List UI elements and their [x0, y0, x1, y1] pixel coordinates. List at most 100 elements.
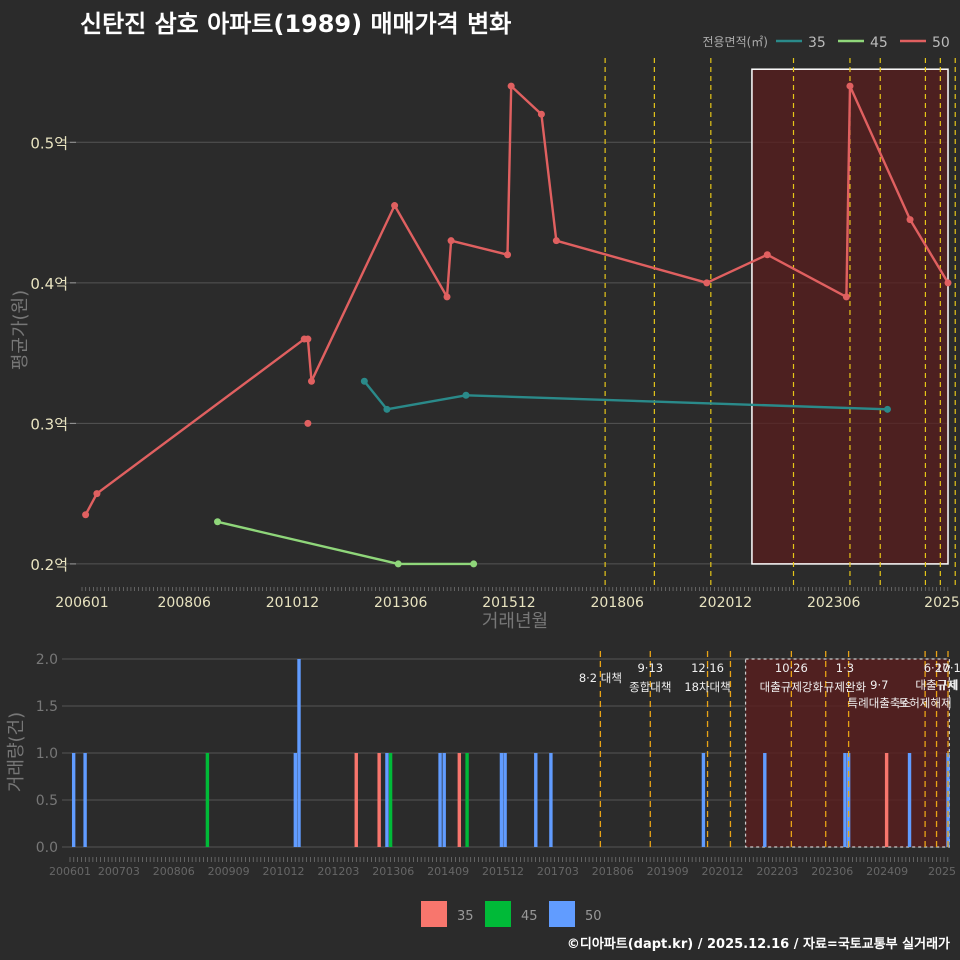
price-point-45: [470, 560, 478, 568]
price-series: [82, 82, 952, 568]
volume-x-tick-label: 200806: [153, 865, 195, 878]
price-y-tick-label: 0.2억: [30, 556, 68, 574]
price-point-50: [391, 202, 399, 210]
volume-policy-label: 12·16: [691, 661, 724, 675]
volume-bar-45: [205, 753, 210, 847]
price-point-50: [307, 377, 315, 385]
volume-bar-50: [534, 753, 538, 847]
legend-label-35: 35: [808, 35, 826, 51]
price-x-axis: 200601 200806 201012 201306 201512 201806 2020…: [55, 587, 960, 611]
volume-bars: [71, 659, 950, 847]
volume-y-tick-label: 1.0: [36, 746, 58, 762]
volume-bar-50: [701, 753, 706, 847]
price-policy-lines: [604, 58, 956, 585]
legend-label-45: 45: [870, 35, 888, 51]
price-y-tick-label: 0.5억: [30, 134, 68, 152]
volume-y-axis: 0.0 0.5 1.0 1.5 2.0: [36, 652, 58, 856]
volume-bar-50: [438, 753, 442, 847]
price-point-35: [360, 377, 368, 385]
volume-policy-label: 종합대책: [629, 680, 671, 694]
price-x-tick-label: 202306: [807, 595, 861, 611]
volume-bar-35: [377, 753, 381, 847]
volume-policy-label: 대출규제: [915, 678, 957, 692]
volume-x-tick-label: 201306: [372, 865, 414, 878]
price-x-tick-label: 201012: [266, 595, 319, 611]
volume-bar-50: [385, 753, 389, 847]
price-point-50: [763, 251, 771, 259]
volume-policy-label: 10·26: [775, 661, 808, 675]
volume-policy-label: 8·2 대책: [579, 671, 622, 685]
price-legend: 전용면적(㎡) 35 45 50: [702, 35, 949, 51]
volume-x-tick-label: 202203: [756, 865, 798, 878]
volume-policy-label: 대출규제강화: [760, 680, 824, 694]
volume-x-tick-label: 201806: [592, 865, 634, 878]
volume-policy-label: 9·7: [870, 678, 888, 692]
volume-bar-50: [763, 753, 767, 847]
volume-x-tick-label: 200601: [49, 865, 91, 878]
volume-policy-label: 9·13: [637, 661, 663, 675]
volume-policy-label: 규제완화: [824, 680, 867, 694]
volume-bar-35: [354, 753, 358, 847]
legend-label-50: 50: [932, 35, 950, 51]
volume-bar-50: [297, 659, 301, 847]
volume-policy-label: 18차대책: [684, 680, 730, 694]
volume-bar-50: [549, 753, 553, 847]
volume-bar-50: [907, 753, 912, 847]
volume-legend-label-45: 45: [521, 909, 538, 924]
volume-bar-45: [465, 753, 469, 847]
price-y-tick-label: 0.4억: [30, 275, 68, 293]
price-point-35: [383, 405, 391, 413]
price-point-50: [906, 216, 914, 224]
price-point-50: [304, 335, 312, 343]
price-point-50: [537, 110, 545, 118]
price-y-axis: 0.2억 0.3억 0.4억 0.5억: [30, 134, 76, 574]
volume-policy-label: 규제: [937, 678, 958, 692]
volume-policy-label: 10·1: [935, 661, 960, 675]
volume-legend-label-35: 35: [457, 909, 474, 924]
volume-x-tick-label: 201203: [317, 865, 359, 878]
price-point-50: [944, 279, 952, 287]
volume-policy-label: 1·3: [836, 661, 854, 675]
volume-y-tick-label: 1.5: [36, 699, 58, 715]
volume-x-tick-label: 200703: [98, 865, 140, 878]
volume-policy-label: 특례대출축소: [848, 696, 911, 710]
price-y-label: 평균가(원): [10, 290, 31, 370]
price-series-line-35: [363, 380, 888, 411]
volume-x-tick-label: 201909: [647, 865, 689, 878]
volume-policy-label: 6·27: [924, 661, 950, 675]
volume-bar-35: [457, 753, 462, 847]
volume-x-tick-label: 201703: [537, 865, 579, 878]
volume-x-tick-label: 200909: [208, 865, 250, 878]
volume-x-tick-label: 201012: [263, 865, 305, 878]
price-point-50: [842, 293, 850, 301]
volume-bar-50: [83, 753, 87, 847]
volume-x-tick-label: 201409: [427, 865, 469, 878]
volume-y-tick-label: 2.0: [36, 652, 58, 668]
volume-policy-lines: [599, 651, 949, 847]
volume-bar-50: [293, 753, 298, 847]
volume-x-tick-label: 202409: [866, 865, 908, 878]
volume-legend-key-45: [485, 901, 511, 927]
price-x-tick-label: 202012: [699, 595, 752, 611]
price-point-50: [93, 490, 101, 498]
volume-bar-45: [388, 753, 393, 847]
price-point-50: [703, 279, 711, 287]
volume-bar-50: [442, 753, 446, 847]
volume-bar-50: [71, 753, 76, 847]
volume-x-tick-label: 201512: [482, 865, 524, 878]
price-point-50: [552, 237, 560, 245]
volume-bar-50: [946, 753, 950, 847]
price-point-50: [304, 419, 312, 427]
volume-y-tick-label: 0.0: [36, 840, 58, 856]
volume-bar-50: [843, 753, 847, 847]
price-x-tick-label: 200806: [158, 595, 212, 611]
price-x-label: 거래년월: [482, 611, 548, 632]
volume-legend: 35 45 50: [421, 901, 602, 927]
volume-x-tick-label: 202012: [702, 865, 744, 878]
volume-bar-35: [884, 753, 889, 847]
volume-legend-key-50: [549, 901, 575, 927]
volume-legend-label-50: 50: [585, 909, 602, 924]
price-point-45: [394, 560, 402, 568]
legend-title: 전용면적(㎡): [702, 35, 768, 49]
